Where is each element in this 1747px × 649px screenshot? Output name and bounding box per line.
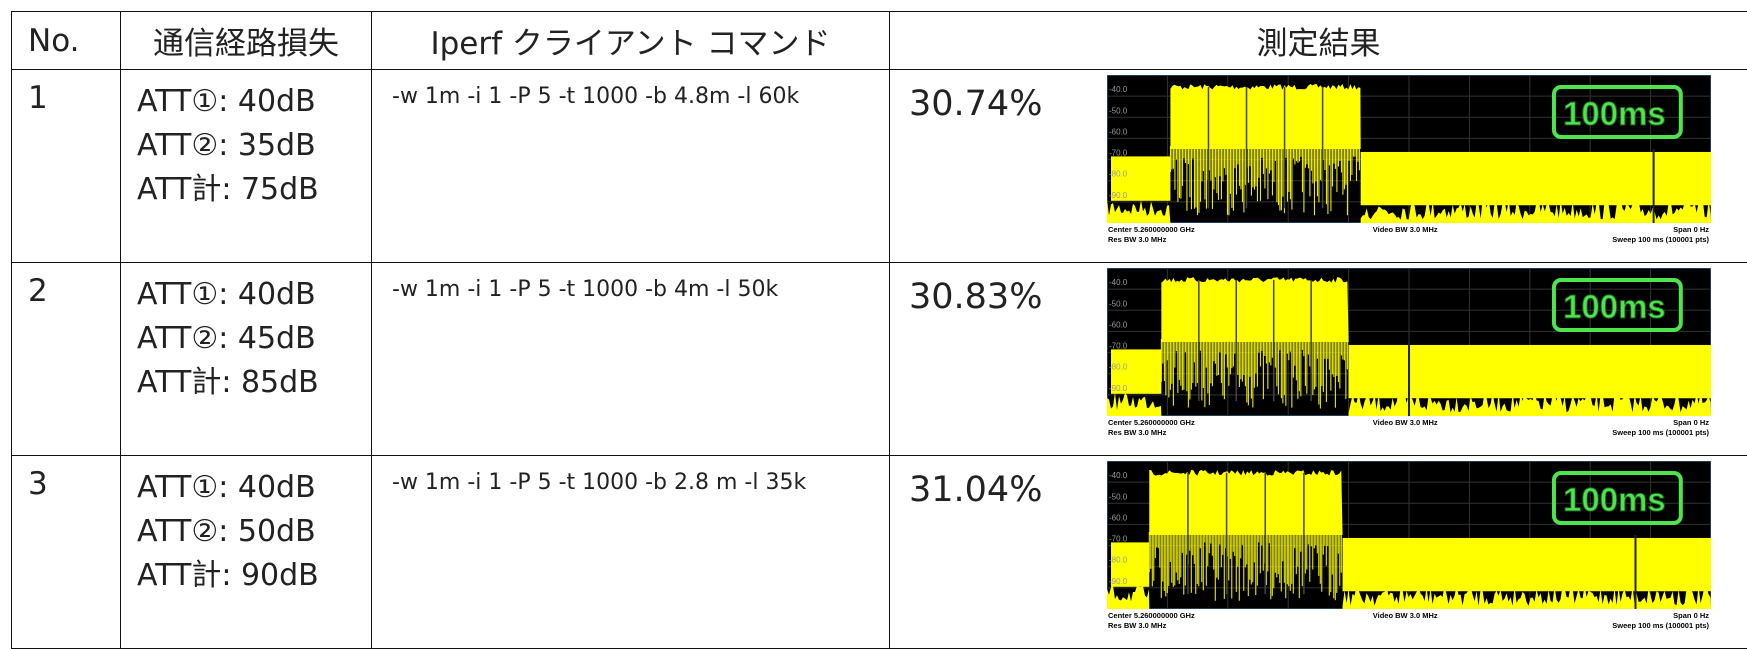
loss-line: ATT計: 90dB (137, 554, 371, 598)
y-label: -70.0 (1109, 342, 1128, 351)
res-bw: Res BW 3.0 MHz (1108, 428, 1167, 437)
y-label: -40.0 (1109, 471, 1128, 480)
marker-label: 100ms (1563, 95, 1666, 132)
loss-line: ATT②: 35dB (137, 124, 371, 168)
noise (1349, 345, 1711, 398)
video-bw: Video BW 3.0 MHz (1373, 611, 1438, 620)
res-bw: Res BW 3.0 MHz (1108, 621, 1167, 630)
loss-line: ATT①: 40dB (137, 80, 371, 124)
loss-line: ATT①: 40dB (137, 466, 371, 510)
noise (1343, 538, 1711, 591)
sweep: Sweep 100 ms (100001 pts) (1612, 428, 1709, 437)
burst (1161, 277, 1348, 342)
y-label: -90.0 (1109, 577, 1128, 586)
y-label: -70.0 (1109, 535, 1128, 544)
center-freq: Center 5.260000000 GHz (1108, 611, 1195, 620)
center-freq: Center 5.260000000 GHz (1108, 418, 1195, 427)
command: -w 1m -i 1 -P 5 -t 1000 -b 4.8m -l 60k (372, 70, 890, 263)
sweep: Sweep 100 ms (100001 pts) (1612, 621, 1709, 630)
row-number: 1 (12, 70, 121, 263)
loss-line: ATT計: 75dB (137, 168, 371, 212)
marker-label: 100ms (1563, 481, 1666, 518)
span: Span 0 Hz (1673, 611, 1709, 620)
y-label: -70.0 (1109, 149, 1128, 158)
result-cell: 30.74% -40.0 -50.0 -60.0 -70.0 -80.0 -90.0 Cent… (890, 70, 1747, 263)
loss-line: ATT②: 50dB (137, 510, 371, 554)
y-label: -80.0 (1109, 363, 1128, 372)
y-label: -80.0 (1109, 556, 1128, 565)
video-bw: Video BW 3.0 MHz (1373, 225, 1438, 234)
y-label: -60.0 (1109, 127, 1128, 136)
y-label: -40.0 (1109, 85, 1128, 94)
header-cell: 測定結果 (890, 12, 1747, 70)
sweep: Sweep 100 ms (100001 pts) (1612, 235, 1709, 244)
command: -w 1m -i 1 -P 5 -t 1000 -b 2.8 m -l 35k (372, 456, 890, 649)
spectrum-plot: -40.0 -50.0 -60.0 -70.0 -80.0 -90.0 Center 5.2… (1107, 461, 1711, 631)
y-label: -90.0 (1109, 384, 1128, 393)
noise (1361, 152, 1711, 205)
burst (1149, 470, 1342, 535)
center-freq: Center 5.260000000 GHz (1108, 225, 1195, 234)
header-cell: No. (12, 12, 121, 70)
y-label: -60.0 (1109, 320, 1128, 329)
marker-label: 100ms (1563, 288, 1666, 325)
y-label: -50.0 (1109, 299, 1128, 308)
span: Span 0 Hz (1673, 418, 1709, 427)
loss-line: ATT計: 85dB (137, 361, 371, 405)
video-bw: Video BW 3.0 MHz (1373, 418, 1438, 427)
y-label: -60.0 (1109, 513, 1128, 522)
row-number: 3 (12, 456, 121, 649)
y-label: -80.0 (1109, 170, 1128, 179)
loss-line: ATT①: 40dB (137, 273, 371, 317)
result-value: 30.74% (909, 84, 1042, 124)
res-bw: Res BW 3.0 MHz (1108, 235, 1167, 244)
command: -w 1m -i 1 -P 5 -t 1000 -b 4m -l 50k (372, 263, 890, 456)
result-value: 31.04% (909, 470, 1042, 510)
spectrum-plot: -40.0 -50.0 -60.0 -70.0 -80.0 -90.0 Center 5.2… (1107, 75, 1711, 245)
result-cell: 31.04% -40.0 -50.0 -60.0 -70.0 -80.0 -90.0 Cent… (890, 456, 1747, 649)
span: Span 0 Hz (1673, 225, 1709, 234)
row-number: 2 (12, 263, 121, 456)
loss-line: ATT②: 45dB (137, 317, 371, 361)
y-label: -90.0 (1109, 191, 1128, 200)
y-label: -50.0 (1109, 492, 1128, 501)
y-label: -40.0 (1109, 278, 1128, 287)
result-value: 30.83% (909, 277, 1042, 317)
burst (1170, 84, 1360, 149)
header-cell: 通信経路損失 (121, 12, 372, 70)
header-cell: Iperf クライアント コマンド (372, 12, 890, 70)
spectrum-plot: -40.0 -50.0 -60.0 -70.0 -80.0 -90.0 Center 5.2… (1107, 268, 1711, 438)
result-cell: 30.83% -40.0 -50.0 -60.0 -70.0 -80.0 -90.0 Cent… (890, 263, 1747, 456)
y-label: -50.0 (1109, 106, 1128, 115)
